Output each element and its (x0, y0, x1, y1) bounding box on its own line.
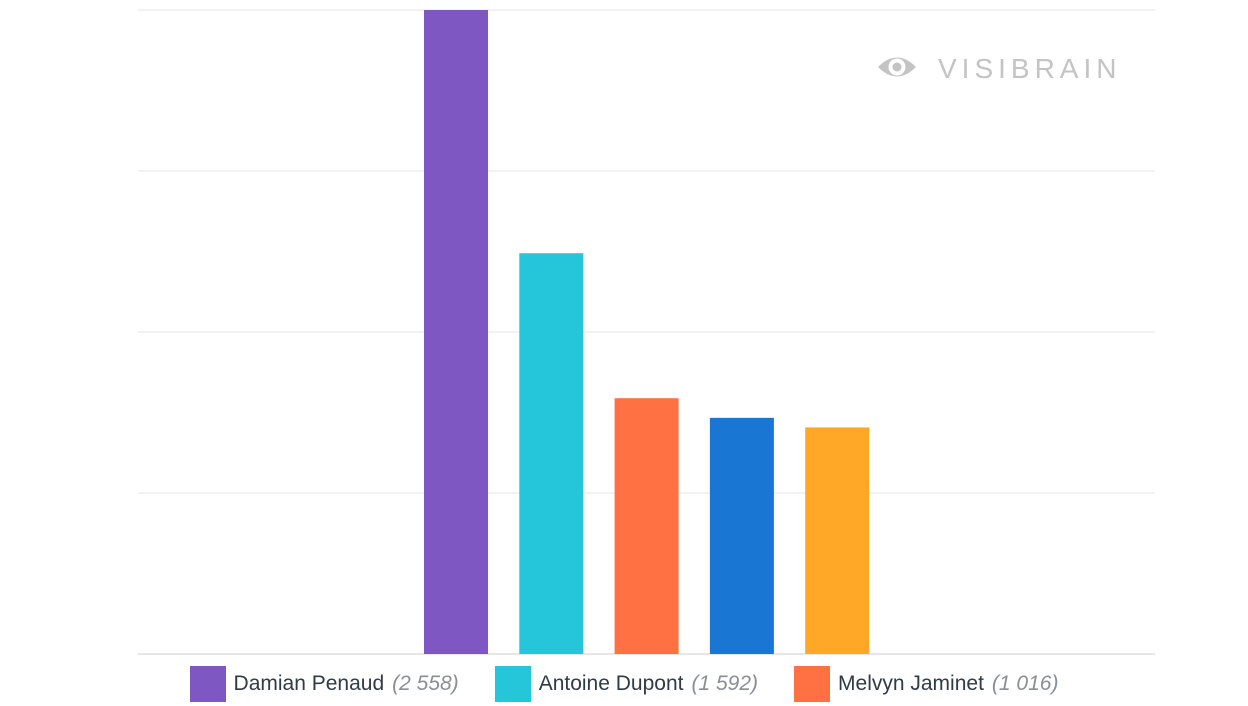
watermark: VISIBRAIN (878, 53, 1121, 84)
legend-item[interactable]: Melvyn Jaminet (1 016) (794, 666, 1058, 702)
legend-label: Antoine Dupont (538, 672, 684, 695)
legend-value: (2 558) (392, 672, 459, 695)
bar-2[interactable] (519, 253, 584, 654)
bar-chart: VISIBRAIN (138, 9, 1155, 655)
bar-1[interactable] (424, 10, 488, 654)
bar-5[interactable] (805, 427, 870, 654)
legend-swatch (794, 666, 831, 702)
legend-value: (1 016) (991, 672, 1059, 695)
legend-item[interactable]: Antoine Dupont (1 592) (494, 666, 759, 702)
bar-4[interactable] (709, 417, 774, 654)
watermark-text: VISIBRAIN (938, 53, 1121, 84)
legend-label: Melvyn Jaminet (838, 672, 984, 695)
legend: Damian Penaud (2 558) Antoine Dupont (1 … (0, 662, 1248, 706)
legend-item[interactable]: Damian Penaud (2 558) (189, 666, 459, 702)
legend-label: Damian Penaud (233, 672, 385, 695)
eye-icon (878, 57, 916, 77)
bar-3[interactable] (614, 398, 679, 654)
bars (424, 10, 870, 654)
legend-swatch (189, 666, 226, 702)
legend-value: (1 592) (691, 672, 759, 695)
legend-swatch (494, 666, 531, 702)
